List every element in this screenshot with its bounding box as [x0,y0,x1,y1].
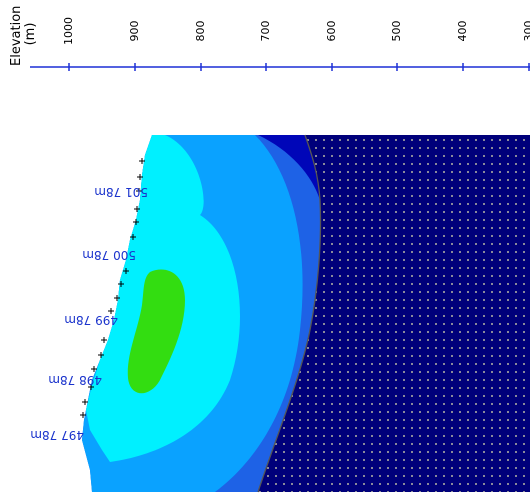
section-label: 501 78m [94,185,148,199]
boundary-marker [118,281,124,287]
boundary-markers [80,158,145,418]
boundary-marker [82,399,88,405]
section-label: 500 78m [82,248,136,262]
boundary-marker [133,219,139,225]
section-labels: 501 78m 500 78m 499 78m 498 78m 497 78m [30,185,148,442]
section-label: 497 78m [30,428,84,442]
boundary-marker [123,268,129,274]
boundary-marker [130,234,136,240]
boundary-marker [139,158,145,164]
boundary-marker [134,206,140,212]
contour-zone-core [127,269,185,394]
boundary-marker [136,188,142,194]
boundary-marker [91,366,97,372]
boundary-marker [114,295,120,301]
boundary-marker [101,337,107,343]
contour-zone-dark [258,135,320,200]
boundary-marker [80,412,86,418]
boundary-marker [108,308,114,314]
dotted-region [258,135,530,492]
boundary-marker [98,352,104,358]
section-label: 498 78m [48,373,102,387]
region-boundary-line [257,134,322,493]
boundary-marker [137,174,143,180]
axis-ticks [68,63,530,71]
boundary-marker [88,384,94,390]
section-label: 499 78m [64,313,118,327]
